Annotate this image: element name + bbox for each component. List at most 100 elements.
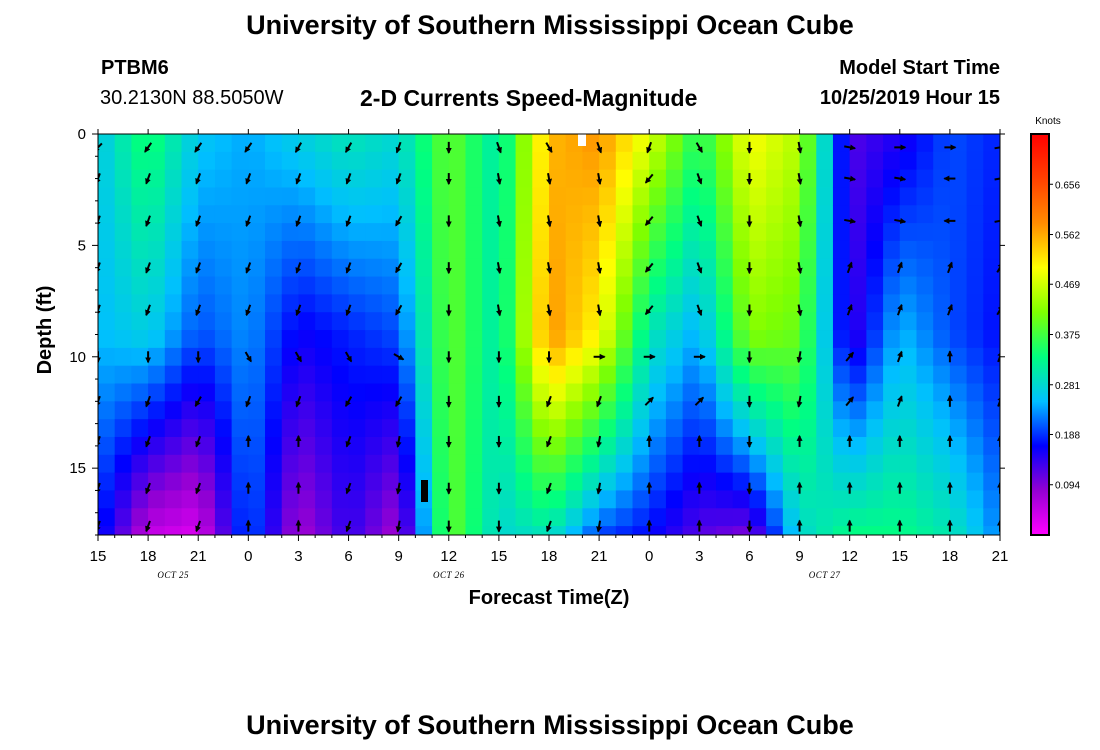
heatmap-cell bbox=[716, 347, 734, 367]
heatmap-cell bbox=[248, 330, 266, 349]
heatmap-cell bbox=[632, 151, 650, 171]
heatmap-cell bbox=[799, 472, 817, 492]
heatmap-cell bbox=[549, 187, 567, 206]
heatmap-cell bbox=[916, 347, 934, 367]
heatmap-cell bbox=[983, 223, 1000, 242]
date-label: OCT 25 bbox=[157, 570, 189, 580]
heatmap-cell bbox=[148, 187, 166, 206]
heatmap-cell bbox=[716, 205, 734, 224]
heatmap-cell bbox=[832, 383, 851, 402]
heatmap-cell bbox=[281, 151, 300, 171]
heatmap-cell bbox=[849, 383, 867, 402]
heatmap-cell bbox=[665, 365, 684, 385]
heatmap-cell bbox=[214, 401, 233, 420]
heatmap-cell bbox=[682, 276, 700, 295]
heatmap-cell bbox=[515, 365, 533, 385]
heatmap-cell bbox=[649, 454, 667, 474]
heatmap-cell bbox=[799, 151, 817, 171]
heatmap-cell bbox=[181, 223, 199, 242]
heatmap-cell bbox=[365, 419, 383, 438]
heatmap-cell bbox=[331, 240, 350, 260]
heatmap-cell bbox=[849, 526, 867, 535]
heatmap-cell bbox=[181, 330, 199, 349]
heatmap-cell bbox=[615, 240, 634, 260]
heatmap-cell bbox=[632, 365, 650, 385]
heatmap-cell bbox=[214, 187, 233, 206]
heatmap-cell bbox=[749, 401, 767, 420]
heatmap-cell bbox=[949, 401, 968, 420]
heatmap-cell bbox=[899, 134, 918, 153]
heatmap-cell bbox=[933, 383, 951, 402]
heatmap-cell bbox=[348, 347, 366, 367]
heatmap-cell bbox=[281, 258, 300, 278]
heatmap-cell bbox=[164, 436, 183, 456]
heatmap-cell bbox=[148, 276, 166, 295]
heatmap-cell bbox=[331, 472, 350, 492]
heatmap-cell bbox=[231, 330, 249, 349]
heatmap-cell bbox=[665, 436, 684, 456]
heatmap-cell bbox=[465, 294, 483, 313]
heatmap-cell bbox=[465, 508, 483, 527]
current-vector bbox=[994, 175, 1000, 182]
heatmap-cell bbox=[732, 169, 751, 189]
heatmap-cell bbox=[432, 330, 450, 349]
heatmap-cell bbox=[883, 365, 901, 385]
heatmap-cell bbox=[849, 401, 867, 420]
heatmap-cell bbox=[448, 383, 467, 402]
heatmap-cell bbox=[582, 312, 600, 331]
heatmap-cell bbox=[331, 347, 350, 367]
heatmap-cell bbox=[515, 401, 533, 420]
heatmap-cell bbox=[381, 454, 400, 474]
heatmap-cell bbox=[983, 330, 1000, 349]
heatmap-cell bbox=[482, 294, 500, 313]
heatmap-cell bbox=[465, 223, 483, 242]
heatmap-cell bbox=[331, 490, 350, 509]
heatmap-cell bbox=[849, 454, 867, 474]
colorbar-label: 0.375 bbox=[1055, 331, 1080, 342]
heatmap-cell bbox=[98, 454, 116, 474]
heatmap-cell bbox=[782, 134, 801, 153]
heatmap-cell bbox=[732, 508, 751, 527]
heatmap-cell bbox=[331, 365, 350, 385]
heatmap-cell bbox=[749, 490, 767, 509]
heatmap-cell bbox=[949, 419, 968, 438]
heatmap-cell bbox=[164, 187, 183, 206]
heatmap-cell bbox=[265, 187, 283, 206]
heatmap-cell bbox=[214, 276, 233, 295]
heatmap-cell bbox=[665, 401, 684, 420]
x-tick-label: 18 bbox=[140, 548, 157, 565]
heatmap-cell bbox=[114, 151, 132, 171]
heatmap-cell bbox=[265, 490, 283, 509]
heatmap-cell bbox=[549, 472, 567, 492]
heatmap-cell bbox=[665, 347, 684, 367]
heatmap-cell bbox=[331, 436, 350, 456]
heatmap-cell bbox=[148, 419, 166, 438]
colorbar-title: Knots bbox=[1035, 116, 1061, 127]
x-tick-label: 15 bbox=[491, 548, 508, 565]
heatmap-cell bbox=[766, 330, 784, 349]
heatmap-cell bbox=[949, 205, 968, 224]
heatmap-cell bbox=[732, 347, 751, 367]
heatmap-cell bbox=[615, 294, 634, 313]
heatmap-cell bbox=[148, 151, 166, 171]
heatmap-cell bbox=[114, 294, 132, 313]
heatmap-cell bbox=[749, 330, 767, 349]
heatmap-cell bbox=[849, 419, 867, 438]
heatmap-cell bbox=[899, 383, 918, 402]
heatmap-cell bbox=[415, 312, 433, 331]
heatmap-cell bbox=[198, 330, 216, 349]
heatmap-cell bbox=[148, 436, 166, 456]
heatmap-cell bbox=[832, 223, 851, 242]
heatmap-cell bbox=[164, 383, 183, 402]
heatmap-cell bbox=[398, 223, 416, 242]
heatmap-cell bbox=[298, 472, 316, 492]
current-vector bbox=[145, 304, 151, 317]
heatmap-cell bbox=[599, 526, 617, 535]
heatmap-cell bbox=[632, 401, 650, 420]
heatmap-cell bbox=[131, 490, 149, 509]
heatmap-cell bbox=[281, 436, 300, 456]
heatmap-cell bbox=[799, 294, 817, 313]
heatmap-cell bbox=[716, 312, 734, 331]
chart-subtitle: 2-D Currents Speed-Magnitude bbox=[360, 85, 698, 111]
current-vector bbox=[393, 353, 405, 361]
